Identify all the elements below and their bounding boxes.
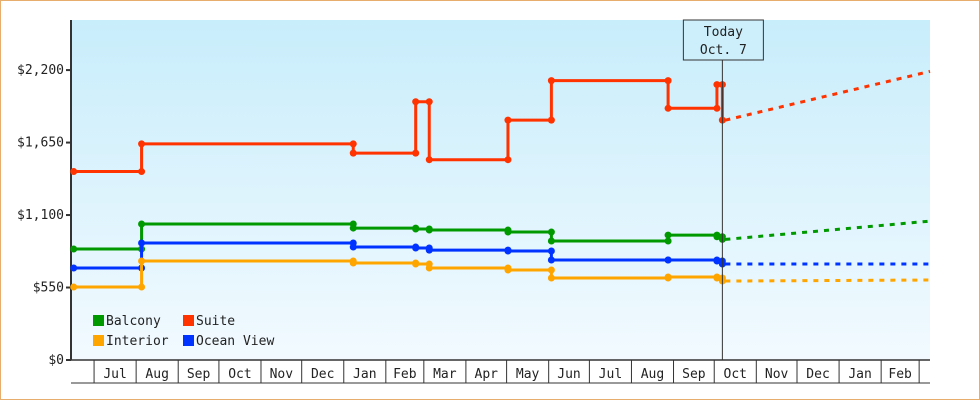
- x-tick-label: Sep: [187, 367, 211, 382]
- data-point: [504, 247, 512, 255]
- data-point: [412, 244, 420, 252]
- data-point: [664, 237, 672, 245]
- legend-swatch: [183, 315, 194, 326]
- x-tick-label: Jul: [103, 367, 126, 382]
- x-tick-label: Feb: [888, 367, 912, 382]
- y-tick-label: $1,100: [17, 208, 64, 223]
- data-point: [138, 283, 146, 291]
- data-point: [547, 266, 555, 274]
- legend-swatch: [183, 335, 194, 346]
- x-tick-label: Feb: [393, 367, 417, 382]
- data-point: [138, 168, 146, 176]
- x-tick-label: Jun: [557, 367, 580, 382]
- data-point: [504, 228, 512, 236]
- x-tick-label: Nov: [765, 367, 789, 382]
- y-tick-label: $1,650: [17, 136, 64, 151]
- data-point: [547, 247, 555, 255]
- x-tick-label: Mar: [433, 367, 457, 382]
- x-tick-label: Sep: [682, 367, 706, 382]
- x-tick-label: Dec: [806, 367, 829, 382]
- data-point: [138, 257, 146, 265]
- data-point: [138, 220, 146, 228]
- forecast-line-balcony: [725, 219, 931, 241]
- data-point: [547, 237, 555, 245]
- data-point: [138, 239, 146, 247]
- forecast-line-interior: [725, 278, 931, 283]
- data-point: [425, 264, 433, 272]
- legend-label: Suite: [196, 314, 235, 329]
- legend-label: Balcony: [106, 314, 161, 329]
- x-tick-label: Apr: [475, 367, 499, 382]
- data-point: [425, 98, 433, 106]
- data-point: [425, 156, 433, 164]
- x-tick-label: May: [516, 367, 540, 382]
- data-point: [504, 266, 512, 274]
- legend-label: Interior: [106, 334, 169, 349]
- data-point: [349, 140, 357, 148]
- data-point: [70, 283, 78, 291]
- data-point: [713, 257, 721, 265]
- x-tick-label: Dec: [311, 367, 334, 382]
- data-point: [713, 104, 721, 112]
- x-tick-label: Oct: [228, 367, 251, 382]
- data-point: [547, 77, 555, 85]
- data-point: [412, 98, 420, 106]
- data-point: [412, 149, 420, 157]
- today-date: Oct. 7: [700, 43, 747, 58]
- y-tick-label: $2,200: [17, 63, 64, 78]
- data-point: [664, 256, 672, 264]
- data-point: [349, 224, 357, 232]
- y-tick-label: $550: [33, 281, 64, 296]
- x-tick-label: Aug: [641, 367, 664, 382]
- data-point: [412, 260, 420, 268]
- data-point: [504, 116, 512, 124]
- legend-swatch: [93, 315, 104, 326]
- x-tick-label: Jan: [848, 367, 871, 382]
- data-point: [547, 116, 555, 124]
- x-tick-label: Nov: [270, 367, 294, 382]
- legend-label: Ocean View: [196, 334, 274, 349]
- data-point: [713, 233, 721, 241]
- data-point: [425, 226, 433, 234]
- data-point: [349, 149, 357, 157]
- today-box: [682, 19, 764, 61]
- x-tick-label: Jan: [353, 367, 376, 382]
- legend-swatch: [93, 335, 104, 346]
- data-point: [70, 168, 78, 176]
- data-point: [713, 274, 721, 282]
- data-point: [664, 231, 672, 239]
- y-tick-label: $0: [48, 353, 64, 368]
- data-point: [664, 104, 672, 112]
- data-point: [547, 228, 555, 236]
- data-point: [664, 77, 672, 85]
- data-point: [547, 274, 555, 282]
- data-point: [138, 140, 146, 148]
- x-tick-label: Oct: [724, 367, 747, 382]
- data-point: [547, 256, 555, 264]
- today-label: Today: [704, 25, 743, 40]
- x-tick-label: Jul: [599, 367, 622, 382]
- data-point: [70, 264, 78, 272]
- data-point: [349, 243, 357, 251]
- data-point: [425, 246, 433, 254]
- plot-area: [71, 20, 930, 360]
- data-point: [412, 225, 420, 233]
- x-tick-label: Aug: [145, 367, 168, 382]
- forecast-line-suite: [725, 69, 931, 122]
- data-point: [664, 273, 672, 281]
- data-point: [70, 245, 78, 253]
- data-point: [713, 81, 721, 89]
- data-point: [504, 156, 512, 164]
- data-point: [349, 259, 357, 267]
